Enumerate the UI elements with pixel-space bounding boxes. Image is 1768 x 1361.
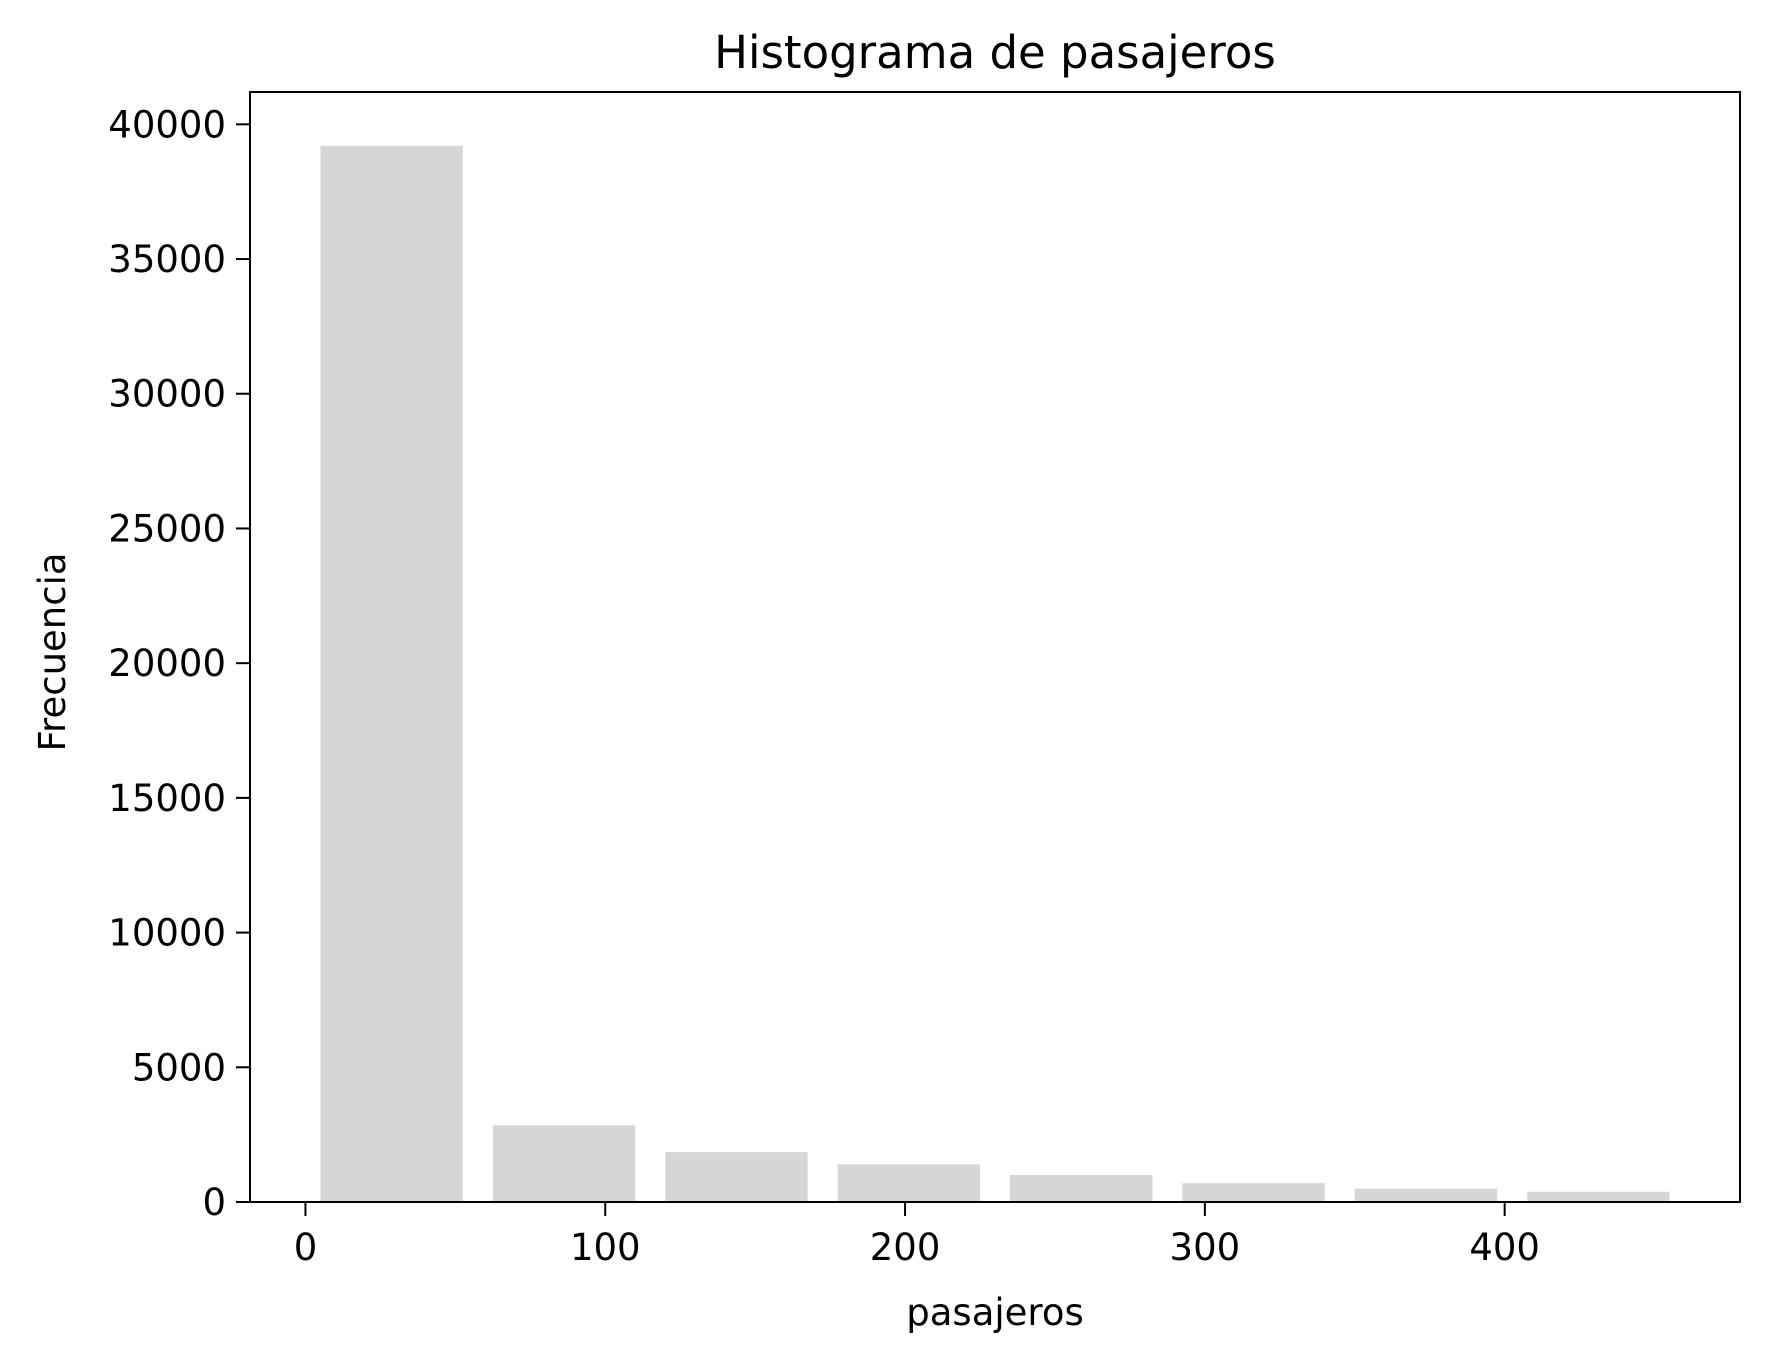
y-tick-label: 30000: [108, 373, 226, 416]
y-tick-label: 5000: [132, 1046, 226, 1089]
plot-frame: [249, 91, 1741, 1203]
histogram-bar-8: [1527, 1191, 1670, 1202]
x-tick-label: 100: [570, 1226, 641, 1269]
y-axis-label: Frecuencia: [31, 552, 74, 751]
y-tick-label: 10000: [108, 912, 226, 955]
chart-title: Histograma de pasajeros: [714, 26, 1276, 79]
y-tick-label: 20000: [108, 642, 226, 685]
histogram-bar-6: [1182, 1183, 1325, 1202]
x-tick-label: 400: [1469, 1226, 1540, 1269]
x-axis-ticks: 0 100 200 300 400: [294, 1202, 1540, 1269]
x-tick-label: 0: [294, 1226, 318, 1269]
histogram-bar-4: [837, 1164, 981, 1202]
y-tick-label: 0: [202, 1181, 226, 1224]
y-tick-label: 25000: [108, 507, 226, 550]
histogram-bar-1: [320, 145, 463, 1202]
histogram-bar-2: [492, 1125, 636, 1202]
histogram-bar-7: [1354, 1188, 1498, 1202]
bars-group: [320, 145, 1670, 1202]
histogram-bar-3: [665, 1152, 808, 1202]
x-axis-label: pasajeros: [906, 1291, 1083, 1334]
y-tick-label: 40000: [108, 103, 226, 146]
histogram-bar-5: [1009, 1175, 1153, 1202]
x-tick-label: 200: [870, 1226, 941, 1269]
y-tick-label: 35000: [108, 238, 226, 281]
y-tick-label: 15000: [108, 777, 226, 820]
y-axis-ticks: 0 5000 10000 15000 20000 25000 30000 35000 40000: [108, 103, 250, 1224]
x-tick-label: 300: [1170, 1226, 1241, 1269]
